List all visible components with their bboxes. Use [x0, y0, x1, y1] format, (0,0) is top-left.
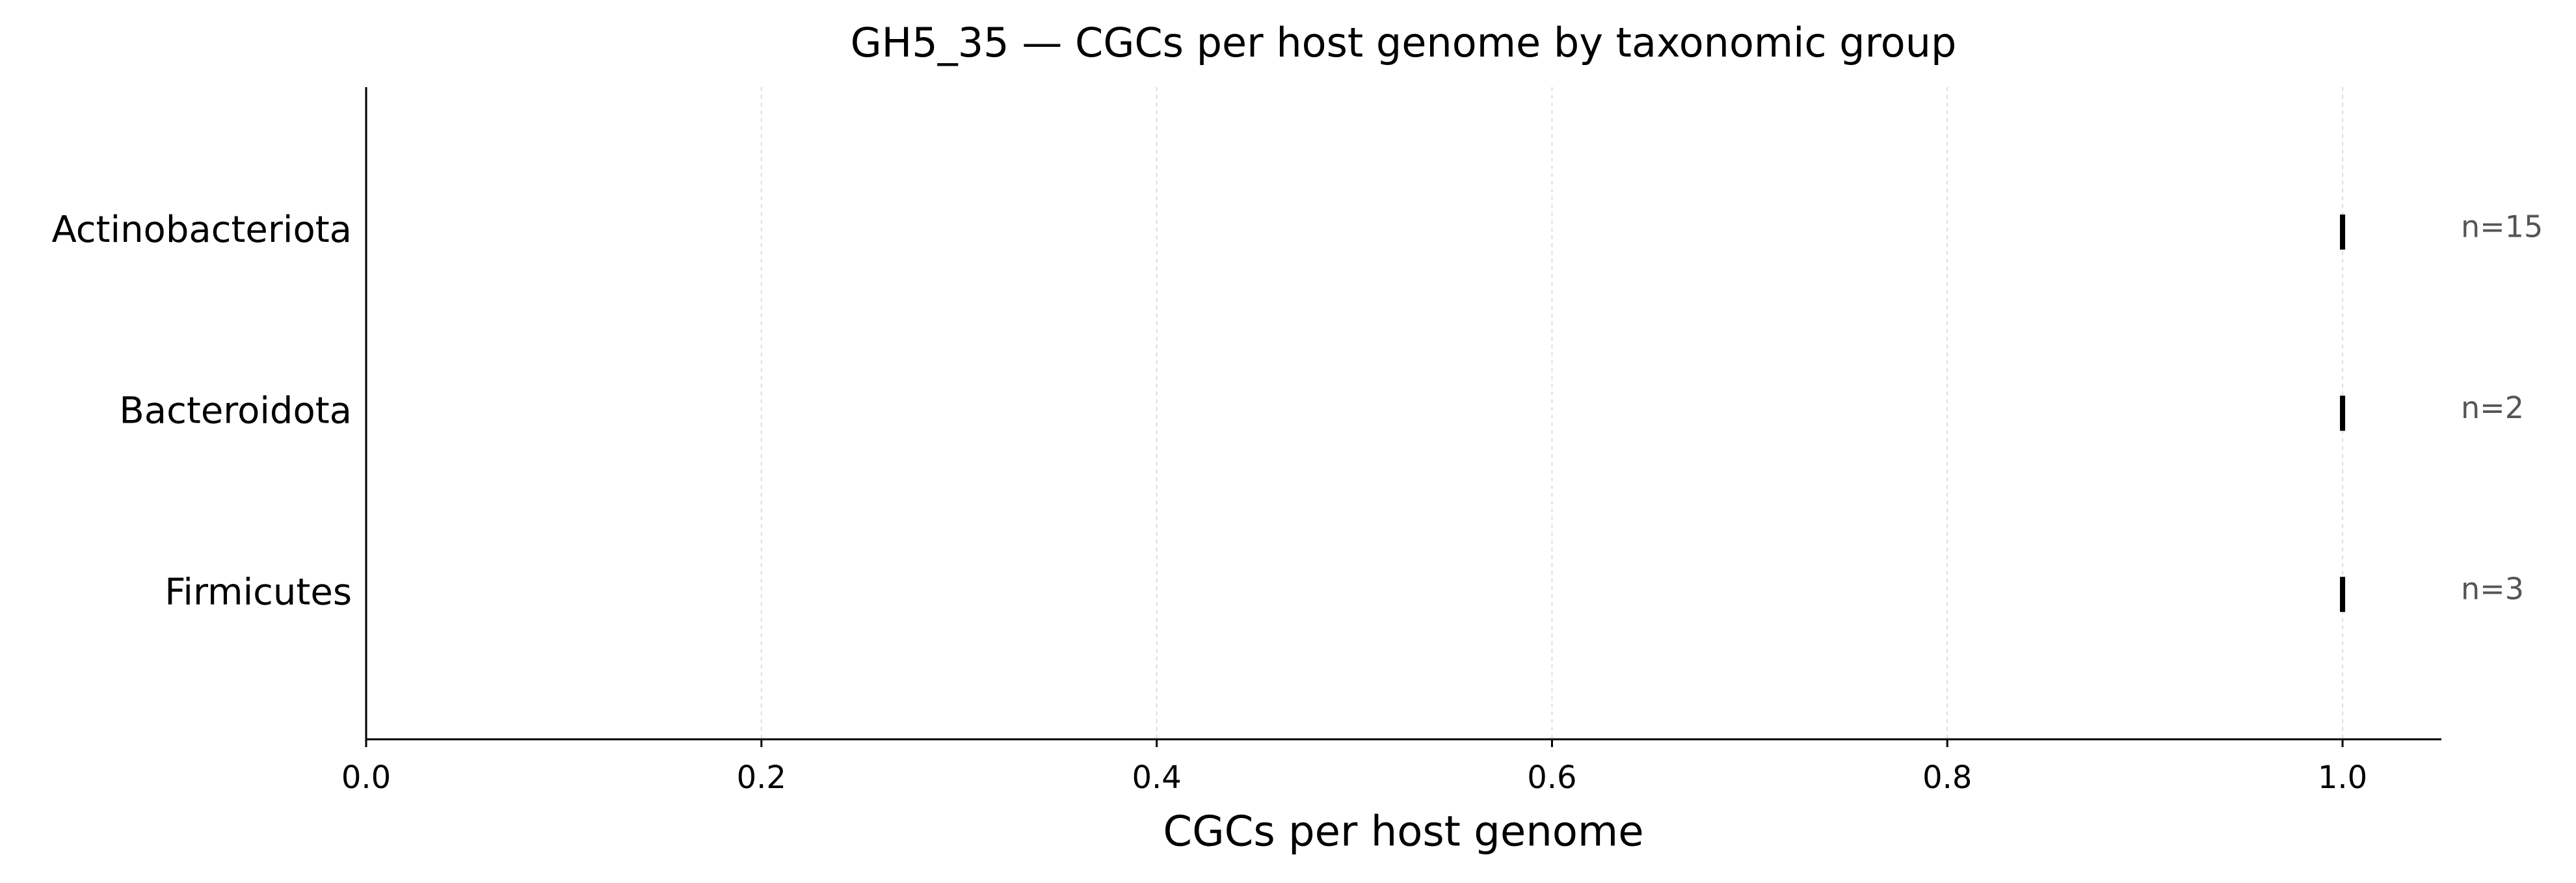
y-tick-label: Actinobacteriota	[51, 209, 352, 251]
x-axis-label: CGCs per host genome	[1163, 808, 1643, 856]
x-tick-label: 0.8	[1922, 759, 1972, 796]
x-tick-label: 0.2	[737, 759, 786, 796]
y-tick-label: Firmicutes	[165, 571, 352, 613]
chart-title: GH5_35 — CGCs per host genome by taxonom…	[851, 19, 1957, 66]
x-tick-label: 0.0	[341, 759, 391, 796]
x-tick-label: 0.6	[1527, 759, 1576, 796]
count-annotation: n=15	[2461, 209, 2543, 244]
count-annotation: n=2	[2461, 390, 2524, 425]
x-tick-label: 1.0	[2318, 759, 2367, 796]
count-annotation: n=3	[2461, 572, 2524, 607]
y-tick-label: Bacteroidota	[119, 390, 352, 432]
x-tick-label: 0.4	[1132, 759, 1181, 796]
